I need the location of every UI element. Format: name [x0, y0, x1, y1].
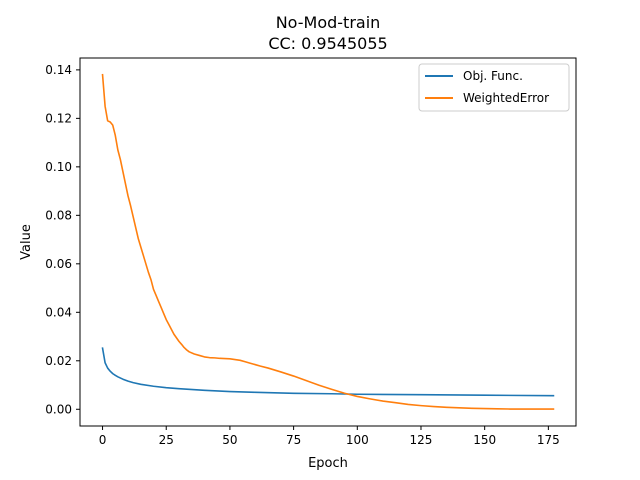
legend: Obj. Func. WeightedError: [419, 64, 569, 111]
x-tick-label: 125: [410, 433, 433, 447]
y-tick-label: 0.04: [45, 305, 72, 319]
x-tick-label: 0: [99, 433, 107, 447]
chart-title-line-1: No-Mod-train: [276, 13, 381, 32]
y-tick-label: 0.12: [45, 111, 72, 125]
y-axis-label: Value: [19, 224, 34, 260]
x-tick-label: 25: [159, 433, 174, 447]
legend-label-obj-func: Obj. Func.: [463, 69, 523, 83]
y-tick-label: 0.08: [45, 208, 72, 222]
y-tick-label: 0.00: [45, 402, 72, 416]
x-axis-label: Epoch: [308, 456, 348, 471]
x-tick-label: 150: [473, 433, 496, 447]
y-tick-label: 0.10: [45, 160, 72, 174]
y-tick-label: 0.02: [45, 354, 72, 368]
x-tick-label: 100: [346, 433, 369, 447]
chart-title-line-2: CC: 0.9545055: [268, 34, 387, 53]
x-tick-label: 175: [537, 433, 560, 447]
y-tick-label: 0.06: [45, 257, 72, 271]
y-tick-label: 0.14: [45, 63, 72, 77]
x-tick-label: 75: [286, 433, 301, 447]
x-tick-label: 50: [222, 433, 237, 447]
legend-label-weighted-error: WeightedError: [463, 91, 549, 105]
